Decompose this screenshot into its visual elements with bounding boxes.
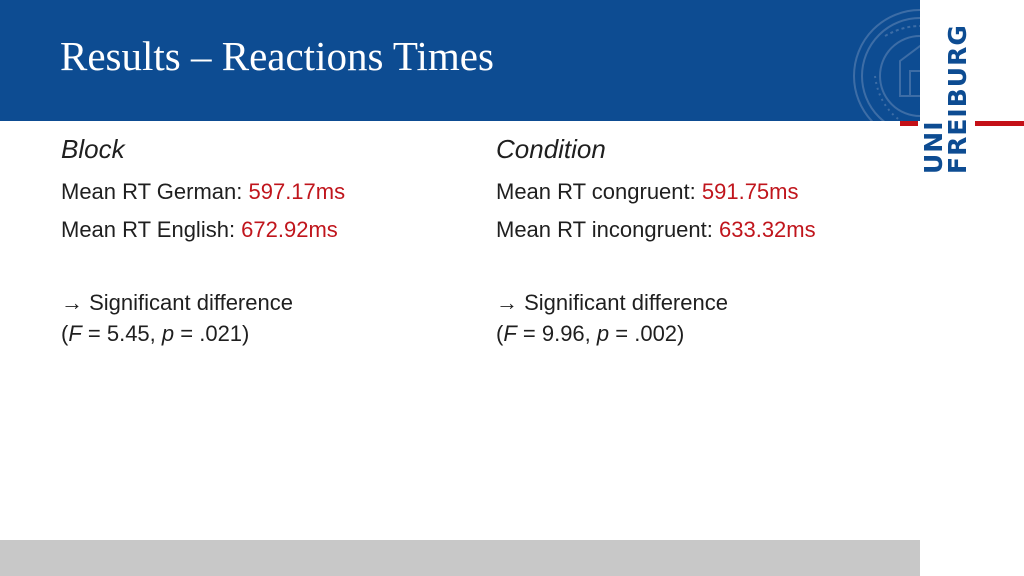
- logo-line-freiburg: FREIBURG: [943, 24, 972, 174]
- stat-label: Mean RT German:: [61, 179, 249, 204]
- p-value: = .021): [174, 321, 250, 346]
- stat-paren-open: (: [61, 321, 69, 346]
- arrow-right-icon: →: [496, 290, 518, 315]
- block-heading: Block: [61, 134, 125, 164]
- slide-title: Results – Reactions Times: [60, 33, 494, 79]
- p-symbol: p: [161, 321, 175, 346]
- condition-heading: Condition: [496, 134, 606, 164]
- stat-value: 591.75ms: [701, 179, 799, 204]
- arrow-right-icon: →: [61, 290, 83, 315]
- condition-stat-incongruent: Mean RT incongruent: 633.32ms: [496, 211, 896, 249]
- block-column: Block Mean RT German: 597.17ms Mean RT E…: [61, 133, 461, 349]
- condition-conclusion: → Significant difference (F = 9.96, p = …: [496, 287, 896, 349]
- p-symbol: p: [596, 321, 610, 346]
- footer-bar: [0, 540, 920, 576]
- conclusion-text: Significant difference: [89, 290, 293, 315]
- stat-value: 672.92ms: [241, 217, 338, 242]
- stat-paren-open: (: [496, 321, 504, 346]
- stat-label: Mean RT incongruent:: [496, 217, 719, 242]
- logo-accent-bar-right: [975, 121, 1024, 126]
- logo-accent-bar-left: [900, 121, 918, 126]
- university-logo: UNI FREIBURG: [919, 24, 972, 174]
- f-symbol: F: [68, 321, 82, 346]
- conclusion-text: Significant difference: [524, 290, 728, 315]
- f-value: = 5.45,: [81, 321, 162, 346]
- p-value: = .002): [609, 321, 685, 346]
- condition-stat-congruent: Mean RT congruent: 591.75ms: [496, 173, 896, 211]
- block-stat-english: Mean RT English: 672.92ms: [61, 211, 461, 249]
- logo-area: [920, 0, 1024, 576]
- header-bar: Results – Reactions Times: [0, 0, 920, 121]
- university-seal-icon: [853, 9, 920, 121]
- stat-label: Mean RT English:: [61, 217, 242, 242]
- block-stat-german: Mean RT German: 597.17ms: [61, 173, 461, 211]
- stat-value: 633.32ms: [719, 217, 816, 242]
- f-value: = 9.96,: [516, 321, 597, 346]
- f-symbol: F: [503, 321, 517, 346]
- stat-value: 597.17ms: [248, 179, 346, 204]
- condition-column: Condition Mean RT congruent: 591.75ms Me…: [496, 133, 896, 349]
- stat-label: Mean RT congruent:: [496, 179, 702, 204]
- block-conclusion: → Significant difference (F = 5.45, p = …: [61, 287, 461, 349]
